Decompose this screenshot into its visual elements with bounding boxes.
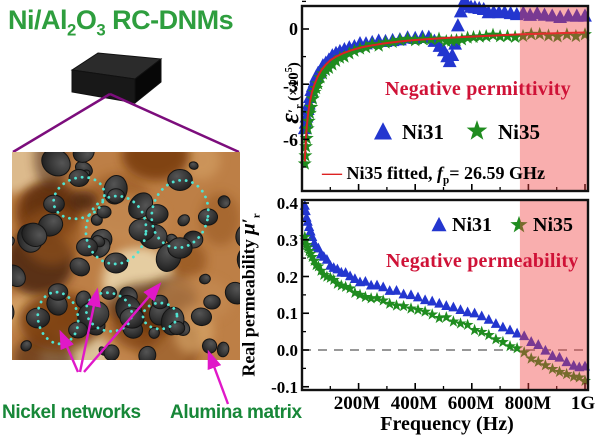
mu-axis-label: Real permeability μ′r: [237, 213, 263, 377]
eps-ytick-1: -3: [283, 76, 298, 96]
xtick-600M: 600M: [447, 393, 495, 414]
mu-ytick-4: 0.0: [276, 341, 298, 360]
mu-legend-ni31: Ni31: [452, 214, 492, 236]
projection-line-left: [12, 92, 111, 154]
negative-permittivity-label: Negative permittivity: [385, 78, 571, 100]
xtick-800M: 800M: [504, 393, 552, 414]
permeability-chart: [298, 198, 591, 392]
sample-box-3d: [70, 52, 163, 105]
negative-permeability-label: Negative permeability: [386, 250, 579, 272]
annotation-arrows: [59, 282, 230, 405]
figure-title: Ni/Al2O3 RC-DNMs: [8, 5, 234, 40]
x-axis-title: Frequency (Hz): [380, 413, 514, 435]
eps-legend-ni35: Ni35: [498, 120, 540, 144]
mu-ytick-5: -0.1: [271, 378, 298, 397]
fit-legend: — Ni35 fitted, fp= 26.59 GHz: [322, 162, 545, 187]
eps-ytick-2: -6: [283, 130, 298, 150]
eps-axis-label: ε′r (×105): [275, 62, 305, 124]
micrograph-image: [12, 152, 240, 360]
mu-ytick-1: 0.3: [276, 231, 298, 250]
xtick-1G: 1G: [570, 393, 596, 414]
alumina-matrix-label: Alumina matrix: [170, 402, 302, 423]
eps-legend-ni31: Ni31: [402, 120, 444, 144]
eps-ytick-0: 0: [289, 19, 298, 39]
nickel-networks-label: Nickel networks: [2, 402, 141, 423]
mu-ytick-0: 0.4: [276, 194, 298, 213]
mu-ytick-2: 0.2: [276, 268, 298, 287]
mu-legend-ni35: Ni35: [533, 214, 573, 236]
projection-line-right: [109, 92, 240, 154]
mu-ytick-3: 0.1: [276, 304, 298, 323]
permittivity-chart: [297, 0, 592, 193]
xtick-200M: 200M: [333, 393, 381, 414]
xtick-400M: 400M: [390, 393, 438, 414]
